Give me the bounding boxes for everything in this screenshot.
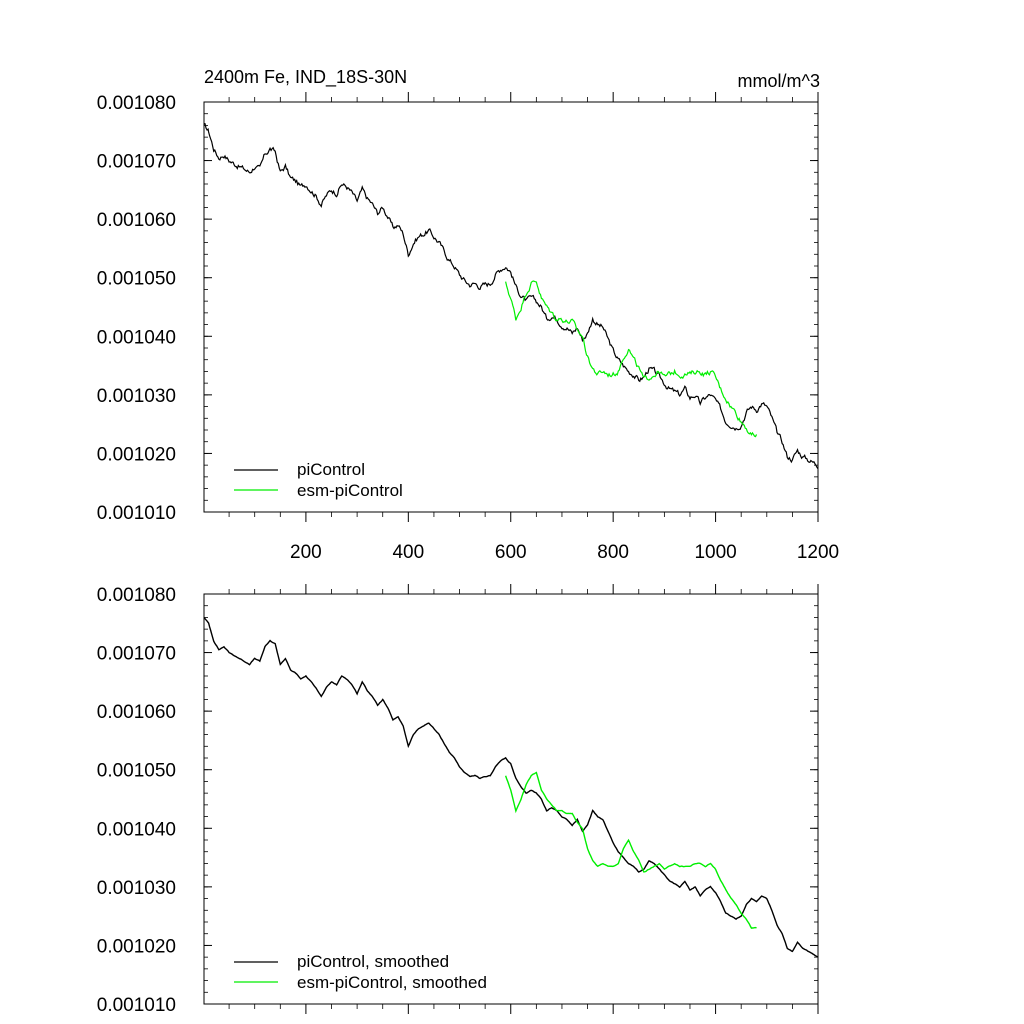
x-tick-label: 1000: [694, 542, 736, 563]
y-tick-label: 0.001030: [97, 878, 176, 899]
top-panel-frame: [203, 101, 819, 513]
bottom-panel-legend: piControl, smoothed esm-piControl, smoot…: [234, 952, 487, 992]
y-tick-label: 0.001040: [97, 819, 176, 840]
top-panel-legend: piControl esm-piControl: [234, 460, 403, 500]
top-panel-title: 2400m Fe, IND_18S-30N: [204, 67, 407, 88]
y-tick-label: 0.001080: [97, 585, 176, 606]
y-tick-label: 0.001070: [97, 644, 176, 665]
y-tick-label: 0.001080: [97, 93, 176, 114]
series-line-picontrol-smoothed: [203, 617, 819, 958]
y-tick-label: 0.001070: [97, 152, 176, 173]
x-tick-label: 800: [597, 542, 629, 563]
y-tick-label: 0.001040: [97, 327, 176, 348]
legend-label-picontrol-smoothed: piControl, smoothed: [297, 952, 449, 971]
x-tick-label: 400: [392, 542, 424, 563]
y-tick-label: 0.001050: [97, 761, 176, 782]
bottom-panel-frame: [203, 593, 819, 1005]
top-panel: 2400m Fe, IND_18S-30N mmol/m^3 0.001010 0…: [97, 67, 839, 563]
legend-label-esm-picontrol-smoothed: esm-piControl, smoothed: [297, 973, 487, 992]
top-panel-units: mmol/m^3: [738, 71, 820, 91]
y-tick-label: 0.001010: [97, 995, 176, 1016]
x-tick-label: 600: [495, 542, 527, 563]
y-tick-label: 0.001020: [97, 936, 176, 957]
y-tick-label: 0.001050: [97, 269, 176, 290]
bottom-panel: 0.001010 0.001020 0.001030 0.001040 0.001050…: [97, 584, 819, 1016]
y-tick-label: 0.001020: [97, 444, 176, 465]
y-tick-label: 0.001060: [97, 702, 176, 723]
series-line-esm-picontrol-smoothed: [504, 771, 757, 929]
x-tick-label: 1200: [797, 542, 839, 563]
series-line-esm-picontrol: [505, 280, 758, 438]
y-tick-label: 0.001010: [97, 503, 176, 524]
legend-label-picontrol: piControl: [297, 460, 365, 479]
legend-label-esm-picontrol: esm-piControl: [297, 481, 403, 500]
y-tick-label: 0.001030: [97, 386, 176, 407]
series-line-picontrol: [203, 123, 819, 470]
x-tick-label: 200: [290, 542, 322, 563]
y-tick-label: 0.001060: [97, 210, 176, 231]
